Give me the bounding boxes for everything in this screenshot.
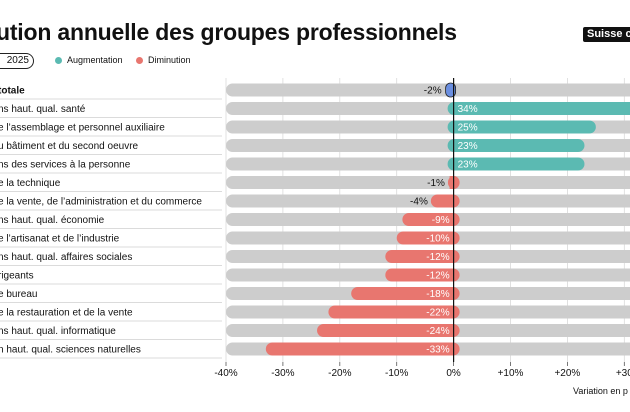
bar-decrease-base [449, 305, 454, 319]
data-label: -24% [426, 326, 449, 337]
row-label: rigeants [0, 271, 34, 282]
bar-track [226, 176, 630, 189]
bar-decrease-base [449, 250, 454, 263]
row-label: e la technique [0, 178, 61, 189]
row-label: e la vente, de l’administration et du co… [0, 197, 202, 208]
bar-decrease [385, 250, 460, 263]
legend-increase-swatch [55, 56, 62, 64]
year-filter-pill[interactable]: 2025 [0, 53, 34, 69]
legend-item-increase: Augmentation [55, 55, 123, 65]
data-label: -10% [426, 234, 449, 245]
bar-decrease-base [449, 231, 454, 245]
bar-decrease-base [449, 194, 454, 208]
row-label: ns haut. qual. affaires sociales [0, 252, 132, 263]
bar-increase [447, 120, 596, 134]
bar-decrease-base [449, 176, 454, 189]
bar-decrease [385, 268, 460, 282]
data-label: -18% [426, 289, 449, 300]
legend-item-decrease: Diminution [136, 55, 191, 65]
row-label: e l’artisanat et de l’industrie [0, 234, 120, 245]
data-label: -4% [410, 197, 428, 208]
legend-decrease-swatch [136, 56, 143, 64]
data-label: -9% [432, 215, 450, 226]
legend-increase-label: Augmentation [67, 55, 123, 65]
row-label: ns des services à la personne [0, 160, 131, 171]
bar-track [226, 194, 630, 208]
brand-badge: Suisse c [583, 27, 630, 42]
bar-decrease-base [449, 324, 454, 337]
x-tick-label: -40% [214, 368, 237, 379]
bar-decrease [396, 231, 460, 245]
x-tick-label: -20% [328, 368, 351, 379]
x-tick-label: +30 [616, 368, 630, 379]
row-label: e la restauration et de la vente [0, 308, 133, 319]
data-label: 23% [458, 141, 478, 152]
bar-decrease [328, 305, 460, 319]
bar-increase [447, 139, 585, 152]
row-label: e bureau [0, 289, 37, 300]
row-label: totale [0, 86, 25, 97]
bar-decrease-base [449, 213, 454, 226]
bar-track [226, 83, 630, 97]
bar-increase [447, 157, 585, 171]
bar-decrease [430, 194, 460, 208]
x-tick-label: -10% [385, 368, 408, 379]
bar-decrease [402, 213, 460, 226]
data-label: -2% [424, 86, 442, 97]
bar-decrease-base [449, 287, 454, 300]
data-label: -22% [426, 308, 449, 319]
x-tick-label: +20% [554, 368, 580, 379]
row-label: ns haut. qual. informatique [0, 326, 116, 337]
data-label: -33% [426, 345, 449, 356]
data-label: -1% [427, 178, 445, 189]
bar-decrease [351, 287, 460, 300]
x-tick-label: -30% [271, 368, 294, 379]
row-label: ns haut. qual. économie [0, 215, 105, 226]
data-label: -12% [426, 252, 449, 263]
data-label: 25% [458, 123, 478, 134]
x-tick-label: 0% [446, 368, 461, 379]
bar-decrease-base [449, 342, 454, 356]
bar-decrease-base [449, 268, 454, 282]
bar-decrease [317, 324, 460, 337]
data-label: -12% [426, 271, 449, 282]
row-label: n haut. qual. sciences naturelles [0, 345, 141, 356]
x-tick-label: +10% [498, 368, 524, 379]
x-axis-label: Variation en p [573, 386, 628, 396]
row-label: u bâtiment et du second oeuvre [0, 141, 139, 152]
bar-increase-base [453, 157, 460, 171]
data-label: 34% [458, 104, 478, 115]
row-label: e l’assemblage et personnel auxiliaire [0, 123, 165, 134]
bar-increase-base [453, 102, 460, 115]
row-label: ns haut. qual. santé [0, 104, 86, 115]
legend-decrease-label: Diminution [148, 55, 191, 65]
bar-increase [447, 102, 630, 115]
data-label: 23% [458, 160, 478, 171]
bar-increase-base [453, 120, 460, 134]
bar-decrease [265, 342, 460, 356]
bar-increase-base [453, 139, 460, 152]
chart-title: ution annuelle des groupes professionnel… [0, 19, 457, 45]
